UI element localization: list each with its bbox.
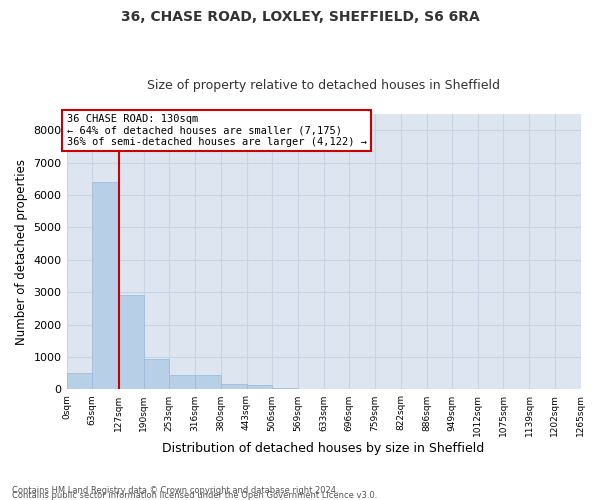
Bar (272, 388, 298, 390)
Bar (118, 296, 144, 390)
Bar (144, 358, 169, 390)
Text: Contains public sector information licensed under the Open Government Licence v3: Contains public sector information licen… (12, 491, 377, 500)
X-axis label: Distribution of detached houses by size in Sheffield: Distribution of detached houses by size … (163, 442, 485, 455)
Text: 36, CHASE ROAD, LOXLEY, SHEFFIELD, S6 6RA: 36, CHASE ROAD, LOXLEY, SHEFFIELD, S6 6R… (121, 10, 479, 24)
Bar (221, 384, 247, 390)
Bar (169, 375, 195, 390)
Bar (195, 375, 221, 390)
Text: 36 CHASE ROAD: 130sqm
← 64% of detached houses are smaller (7,175)
36% of semi-d: 36 CHASE ROAD: 130sqm ← 64% of detached … (67, 114, 367, 147)
Bar (92, 182, 118, 390)
Bar (247, 386, 272, 390)
Y-axis label: Number of detached properties: Number of detached properties (15, 158, 28, 344)
Title: Size of property relative to detached houses in Sheffield: Size of property relative to detached ho… (147, 79, 500, 92)
Bar (67, 374, 92, 390)
Text: Contains HM Land Registry data © Crown copyright and database right 2024.: Contains HM Land Registry data © Crown c… (12, 486, 338, 495)
